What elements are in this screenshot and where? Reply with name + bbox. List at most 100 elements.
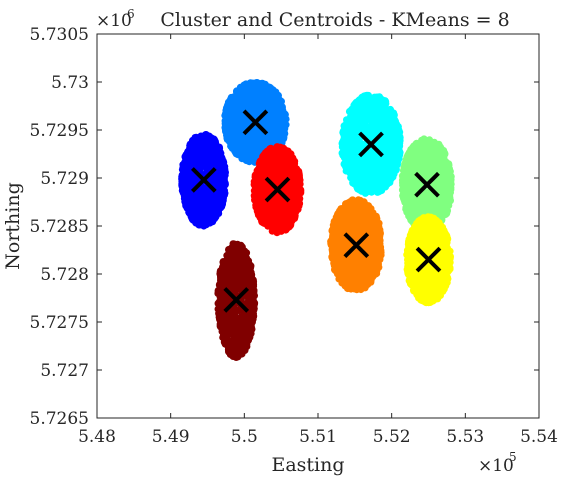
data-point — [239, 122, 247, 130]
data-point — [221, 117, 229, 125]
data-point — [350, 153, 358, 161]
data-point — [437, 146, 446, 154]
data-point — [268, 211, 277, 219]
data-point — [379, 116, 387, 124]
data-point — [351, 107, 359, 115]
data-point — [437, 198, 445, 206]
data-point — [345, 117, 354, 125]
data-point — [352, 122, 360, 130]
data-point — [367, 185, 375, 193]
data-point — [296, 188, 304, 196]
data-point — [197, 193, 205, 201]
data-point — [387, 120, 396, 128]
data-point — [259, 192, 267, 200]
data-point — [243, 156, 251, 164]
data-point — [275, 105, 283, 113]
data-point — [401, 160, 409, 168]
data-point — [233, 98, 241, 107]
data-point — [200, 155, 208, 164]
data-point — [278, 216, 286, 224]
data-point — [233, 87, 241, 95]
data-point — [429, 205, 438, 213]
data-point — [391, 126, 399, 134]
data-point — [215, 170, 223, 178]
data-point — [280, 226, 288, 234]
data-point — [261, 136, 270, 144]
data-point — [275, 120, 283, 128]
data-point — [193, 158, 202, 167]
data-point — [189, 151, 197, 159]
data-point — [211, 139, 220, 147]
data-point — [271, 134, 279, 142]
data-point — [230, 93, 238, 101]
data-point — [181, 197, 189, 205]
data-point — [178, 174, 186, 183]
data-point — [288, 169, 296, 177]
data-point — [196, 202, 204, 210]
data-point — [419, 162, 427, 171]
data-point — [240, 139, 249, 148]
data-point — [246, 80, 254, 88]
data-point — [289, 189, 297, 198]
data-point — [273, 197, 281, 205]
data-point — [217, 192, 225, 201]
data-point — [381, 97, 389, 105]
data-point — [353, 167, 361, 175]
data-point — [189, 212, 197, 220]
data-point — [264, 150, 272, 158]
data-point — [217, 177, 225, 185]
data-point — [203, 192, 211, 200]
data-point — [382, 145, 390, 153]
data-point — [252, 148, 260, 156]
data-point — [411, 159, 419, 167]
data-point — [184, 147, 192, 156]
data-point — [339, 150, 347, 158]
data-point — [218, 185, 226, 193]
data-point — [404, 175, 412, 183]
data-point — [340, 125, 349, 133]
data-point — [185, 208, 193, 216]
data-point — [368, 128, 376, 136]
data-point — [362, 160, 370, 168]
data-point — [256, 169, 264, 177]
data-point — [187, 178, 195, 186]
data-point — [346, 143, 354, 151]
data-point — [405, 149, 413, 157]
data-point — [287, 208, 295, 216]
data-point — [268, 159, 276, 167]
data-point — [405, 168, 413, 176]
data-point — [387, 158, 395, 166]
data-point — [375, 122, 383, 130]
data-point — [394, 147, 403, 155]
data-point — [367, 104, 375, 112]
data-point — [230, 141, 238, 149]
data-point — [357, 99, 365, 107]
data-point — [416, 147, 424, 155]
data-point — [445, 166, 453, 174]
data-point — [434, 181, 442, 189]
data-point — [205, 145, 213, 153]
data-point — [403, 197, 411, 205]
data-point — [211, 215, 219, 223]
data-point — [272, 88, 280, 96]
data-point — [420, 135, 428, 143]
data-point — [252, 201, 260, 209]
data-point — [244, 89, 252, 97]
data-point — [434, 157, 442, 165]
data-point — [268, 221, 276, 229]
data-point — [428, 166, 436, 174]
data-point — [271, 168, 279, 176]
data-point — [214, 203, 222, 211]
data-point — [374, 181, 382, 189]
data-point — [293, 202, 301, 210]
data-point — [252, 87, 260, 95]
data-point — [358, 184, 366, 192]
data-point — [195, 218, 203, 226]
data-point — [400, 186, 408, 194]
data-point — [180, 190, 188, 198]
data-point — [290, 158, 298, 167]
data-point — [379, 137, 387, 146]
data-point — [267, 84, 275, 92]
data-point — [196, 147, 204, 155]
